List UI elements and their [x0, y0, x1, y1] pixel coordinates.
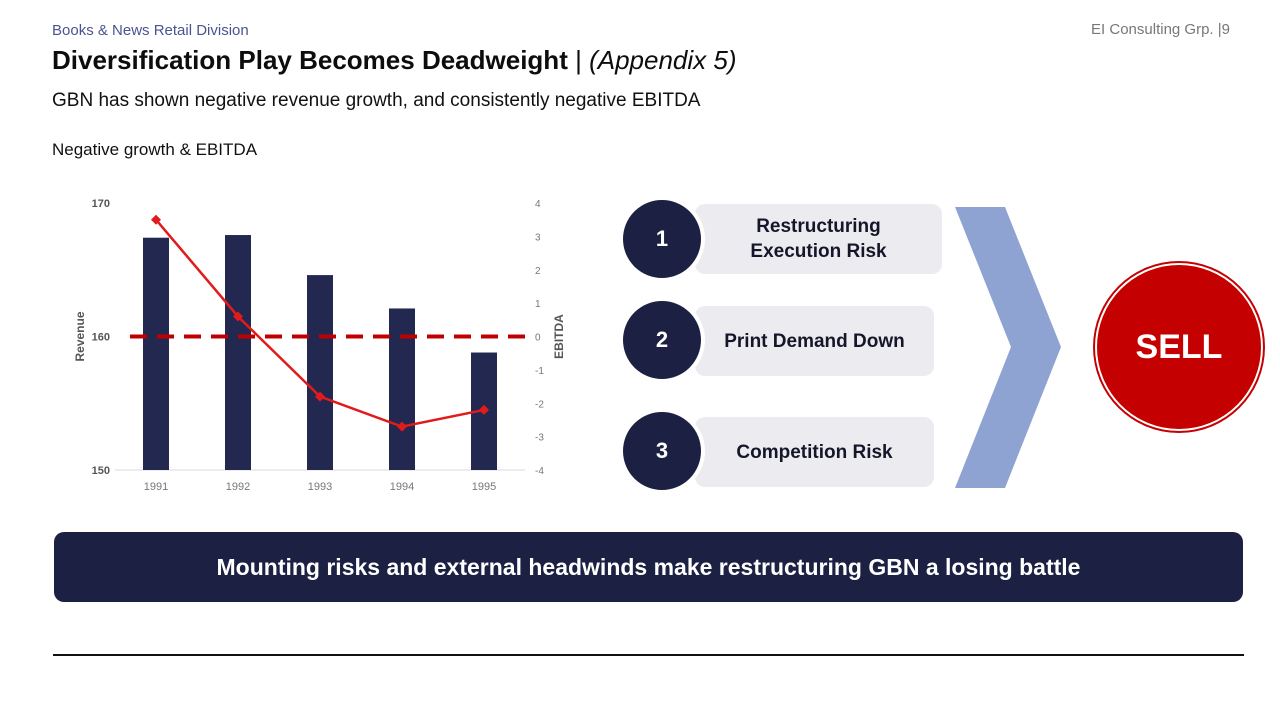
- chart-heading: Negative growth & EBITDA: [52, 140, 258, 159]
- risk-label: Competition Risk: [736, 441, 893, 463]
- sell-recommendation: SELL: [1095, 263, 1263, 431]
- y2-tick-label: -2: [535, 399, 544, 410]
- ebitda-point: [315, 391, 325, 402]
- y2-tick-label: 2: [535, 266, 541, 277]
- risk-label: Print Demand Down: [724, 330, 905, 352]
- division-label: Books & News Retail Division: [52, 22, 249, 39]
- revenue-bar: [389, 308, 415, 470]
- revenue-bar: [225, 235, 251, 470]
- risk-label: Restructuring Execution Risk: [750, 216, 887, 262]
- x-tick-label: 1994: [390, 481, 414, 493]
- y2-axis-title: EBITDA: [552, 314, 566, 359]
- y-tick-label: 150: [92, 465, 110, 477]
- revenue-ebitda-chart: 150 160 170 -4 -3 -2 -1 0 1 2 3 4 1991 1992 1993 1994 19…: [73, 198, 566, 493]
- x-tick-label: 1993: [308, 481, 332, 493]
- y2-tick-label: 3: [535, 232, 541, 243]
- footer-divider: [53, 654, 1244, 656]
- risk-pill-3: Competition Risk: [695, 417, 934, 487]
- x-tick-label: 1995: [472, 481, 496, 493]
- y2-tick-label: 0: [535, 333, 541, 344]
- y2-tick-label: -3: [535, 433, 544, 444]
- risk-number-badge-2: 2: [619, 297, 705, 383]
- x-tick-label: 1992: [226, 481, 250, 493]
- ebitda-point: [233, 311, 243, 322]
- page-subtitle: GBN has shown negative revenue growth, a…: [52, 90, 701, 111]
- revenue-bar: [143, 237, 169, 470]
- conclusion-banner: Mounting risks and external headwinds ma…: [54, 532, 1243, 602]
- ebitda-point: [479, 404, 489, 415]
- y-tick-label: 160: [92, 332, 110, 344]
- y2-tick-label: -4: [535, 466, 544, 477]
- y-axis-title: Revenue: [73, 311, 87, 361]
- title-appendix: (Appendix 5): [589, 45, 737, 75]
- title-separator: |: [567, 45, 590, 75]
- risk-pill-1: Restructuring Execution Risk: [695, 204, 942, 274]
- page-title: Diversification Play Becomes Deadweight …: [52, 45, 736, 76]
- chevron-arrow-icon: [955, 207, 1061, 488]
- x-tick-label: 1991: [144, 481, 168, 493]
- y2-tick-label: 1: [535, 299, 541, 310]
- ebitda-point: [397, 421, 407, 432]
- risk-number-badge-3: 3: [619, 408, 705, 494]
- y2-tick-label: 4: [535, 199, 541, 210]
- risk-number-badge-1: 1: [619, 196, 705, 282]
- risk-pill-2: Print Demand Down: [695, 306, 934, 376]
- ebitda-point: [151, 214, 161, 225]
- y2-tick-label: -1: [535, 366, 544, 377]
- title-main: Diversification Play Becomes Deadweight: [52, 45, 568, 75]
- firm-page-label: EI Consulting Grp. |9: [1091, 21, 1230, 38]
- y-tick-label: 170: [92, 198, 110, 210]
- revenue-bar: [307, 275, 333, 470]
